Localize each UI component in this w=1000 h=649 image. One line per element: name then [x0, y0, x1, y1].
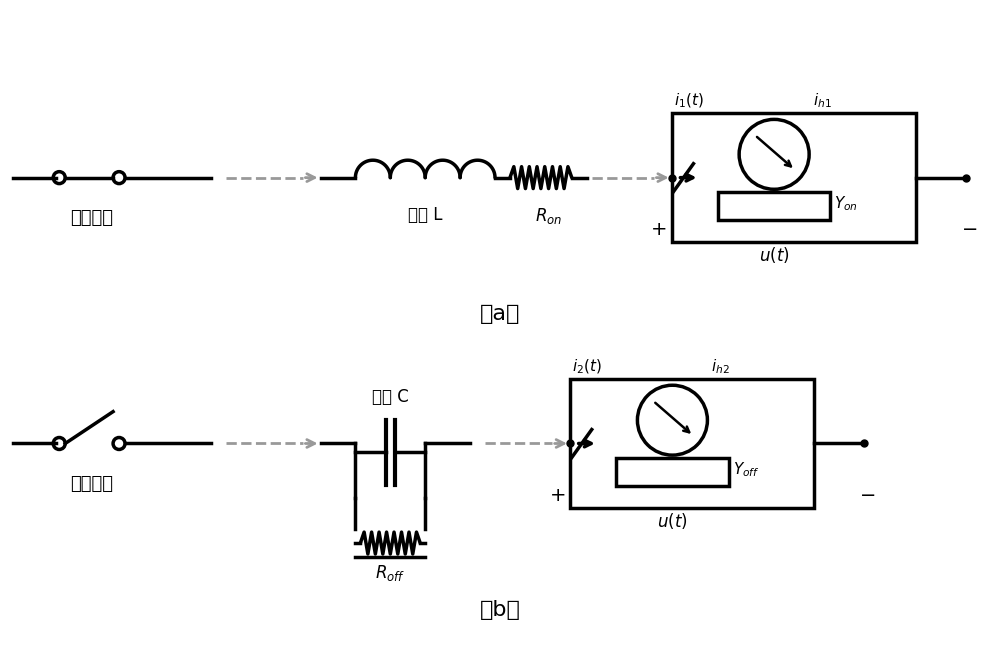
Text: $i_{h2}$: $i_{h2}$ [711, 358, 730, 376]
Text: $i_2(t)$: $i_2(t)$ [572, 358, 602, 376]
Text: 关断开关: 关断开关 [70, 475, 113, 493]
Text: $i_1(t)$: $i_1(t)$ [674, 92, 704, 110]
Text: $Y_{on}$: $Y_{on}$ [834, 195, 858, 214]
Text: $Y_{off}$: $Y_{off}$ [733, 461, 759, 480]
Text: 电容 C: 电容 C [372, 387, 409, 406]
Text: $u(t)$: $u(t)$ [759, 245, 789, 265]
Bar [616, 458, 729, 486]
Circle shape [637, 386, 707, 455]
Text: （a）: （a） [480, 304, 520, 324]
Bar [672, 113, 916, 242]
Text: 电感 L: 电感 L [408, 206, 442, 223]
Circle shape [739, 119, 809, 190]
Text: −: − [860, 485, 876, 505]
Text: +: + [651, 220, 668, 239]
Text: $R_{on}$: $R_{on}$ [535, 206, 562, 225]
Text: $u(t)$: $u(t)$ [657, 511, 688, 531]
Text: 导通开关: 导通开关 [70, 210, 113, 228]
Text: （b）: （b） [480, 600, 520, 620]
Text: −: − [962, 220, 978, 239]
Bar [570, 379, 814, 508]
Text: $i_{h1}$: $i_{h1}$ [813, 92, 832, 110]
Text: +: + [550, 485, 566, 505]
Text: $R_{off}$: $R_{off}$ [375, 563, 405, 583]
Bar [718, 192, 830, 221]
